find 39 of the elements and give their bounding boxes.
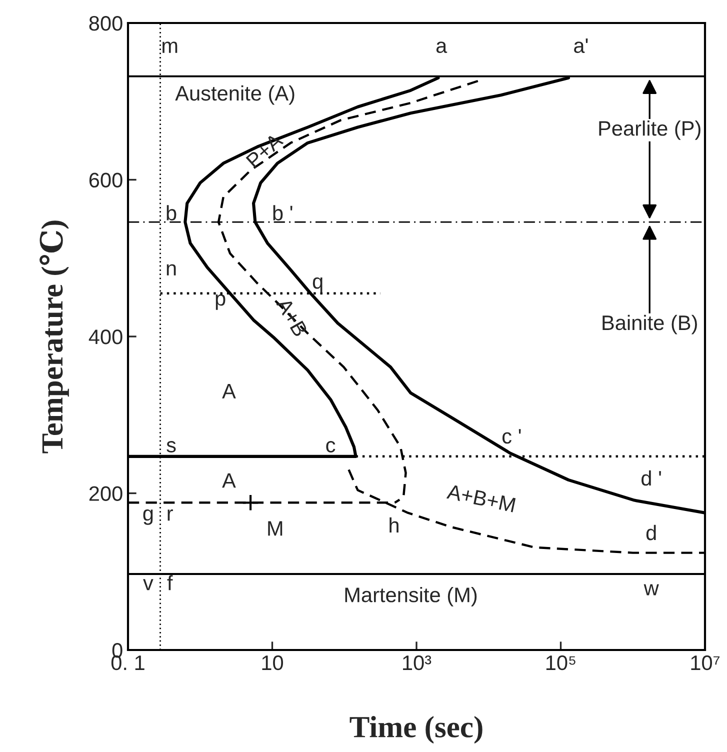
- annotation: d ': [642, 470, 661, 486]
- annotation: A+B+M: [446, 484, 516, 512]
- annotation: Austenite (A): [175, 85, 294, 105]
- annotation: n: [166, 264, 176, 276]
- annotation: v: [143, 579, 154, 590]
- annotation: A+B: [276, 296, 308, 338]
- annotation: Pearlite (P): [599, 120, 700, 140]
- x-tick-label: 10: [262, 655, 284, 670]
- annotation: r: [168, 509, 173, 521]
- annotation: q: [312, 277, 322, 293]
- annotation: h: [390, 517, 398, 532]
- annotation: Martensite (M): [345, 586, 477, 606]
- x-tick-label: 10³: [403, 655, 432, 670]
- annotation: g: [143, 509, 153, 525]
- annotation: p: [216, 294, 226, 310]
- x-tick-label: 10⁵: [546, 655, 576, 670]
- y-tick-label: 400: [88, 330, 122, 344]
- annotation: P+A: [246, 132, 284, 168]
- annotation: a: [436, 42, 448, 54]
- annotation: f: [167, 575, 173, 590]
- annotation: M: [268, 521, 282, 536]
- annotation: Bainite (B): [602, 314, 697, 334]
- annotation: c: [326, 441, 336, 452]
- annotation: b ': [273, 205, 292, 220]
- x-axis-title: Time (sec): [350, 716, 482, 744]
- annotation: d: [646, 524, 656, 540]
- y-axis-title: Temperature (℃): [40, 220, 69, 454]
- x-tick-label: 10⁷: [691, 655, 720, 670]
- annotation: A: [222, 384, 236, 398]
- annotation: a': [574, 38, 588, 54]
- annotation: c ': [502, 429, 521, 444]
- annotation: w: [644, 584, 659, 596]
- annotation: A: [222, 473, 236, 488]
- annotation: b: [166, 205, 176, 220]
- y-tick-label: 200: [89, 486, 122, 502]
- y-tick-label: 600: [89, 172, 122, 188]
- annotation: s: [166, 441, 176, 452]
- y-tick-label: 800: [89, 16, 122, 31]
- annotation: m: [162, 42, 178, 53]
